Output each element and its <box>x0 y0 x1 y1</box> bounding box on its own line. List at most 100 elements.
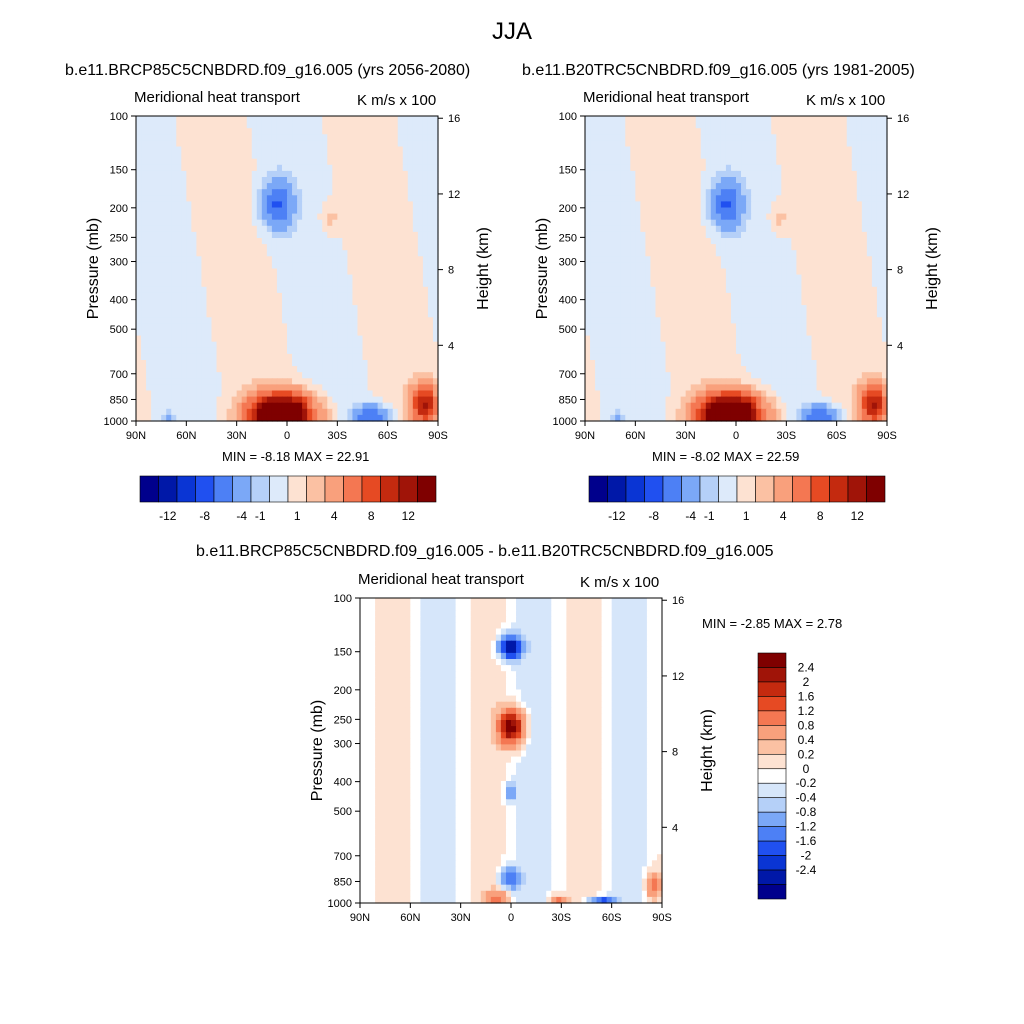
heatmap-cell <box>136 372 142 379</box>
heatmap-cell <box>312 244 318 251</box>
heatmap-cell <box>201 146 208 154</box>
heatmap-cell <box>826 195 833 202</box>
heatmap-cell <box>221 347 228 355</box>
heatmap-cell <box>786 219 792 227</box>
heatmap-cell <box>342 128 348 135</box>
heatmap-cell <box>266 170 273 178</box>
heatmap-cell <box>640 268 646 276</box>
heatmap-cell <box>392 164 399 172</box>
heatmap-cell <box>281 146 288 154</box>
heatmap-cell <box>412 402 419 410</box>
heatmap-cell <box>161 317 167 324</box>
heatmap-cell <box>181 280 187 288</box>
heatmap-cell <box>256 152 263 160</box>
heatmap-cell <box>821 140 828 148</box>
heatmap-cell <box>846 183 853 190</box>
colorbar-swatch <box>269 475 289 503</box>
heatmap-cell <box>271 262 278 270</box>
heatmap-cell <box>211 158 218 166</box>
heatmap-cell <box>136 262 142 270</box>
heatmap-cell <box>221 323 228 331</box>
heatmap-cell <box>332 146 338 154</box>
heatmap-cell <box>715 158 722 166</box>
heatmap-cell <box>181 244 187 251</box>
heatmap-cell <box>640 280 646 288</box>
heatmap-cell <box>741 195 747 202</box>
heatmap-cell <box>821 146 828 154</box>
heatmap-cell <box>191 360 197 367</box>
heatmap-cell <box>156 378 162 385</box>
heatmap-cell <box>161 341 167 349</box>
heatmap-cell <box>141 183 147 190</box>
heatmap-cell <box>710 152 717 160</box>
heatmap-cell <box>680 183 687 190</box>
heatmap-cell <box>715 189 722 196</box>
heatmap-cell <box>407 384 414 392</box>
heatmap-cell <box>241 213 248 221</box>
heatmap-cell <box>412 134 419 141</box>
heatmap-cell <box>322 164 328 172</box>
heatmap-cell <box>317 384 323 392</box>
heatmap-cell <box>746 219 752 227</box>
heatmap-cell <box>720 286 727 294</box>
heatmap-cell <box>881 183 888 190</box>
heatmap-cell <box>720 244 727 251</box>
heatmap-cell <box>675 280 682 288</box>
heatmap-cell <box>610 262 616 270</box>
heatmap-cell <box>412 408 419 416</box>
heatmap-cell <box>246 146 253 154</box>
heatmap-cell <box>352 225 359 233</box>
heatmap-cell <box>201 177 208 184</box>
heatmap-cell <box>246 219 253 227</box>
heatmap-cell <box>342 116 348 123</box>
heatmap-cell <box>146 347 152 355</box>
heatmap-cell <box>266 317 273 324</box>
heatmap-cell <box>382 213 389 221</box>
heatmap-cell <box>372 207 379 215</box>
heatmap-cell <box>357 360 364 367</box>
heatmap-cell <box>362 268 369 276</box>
heatmap-cell <box>392 360 399 367</box>
heatmap-cell <box>307 335 313 343</box>
heatmap-cell <box>427 201 434 209</box>
heatmap-cell <box>216 195 223 202</box>
heatmap-cell <box>382 183 389 190</box>
heatmap-cell <box>650 183 657 190</box>
heatmap-cell <box>645 116 652 123</box>
heatmap-cell <box>357 250 364 257</box>
heatmap-cell <box>781 231 787 239</box>
heatmap-cell <box>246 317 253 324</box>
heatmap-cell <box>292 231 298 239</box>
heatmap-cell <box>685 201 692 209</box>
heatmap-cell <box>312 335 318 343</box>
heatmap-cell <box>640 177 646 184</box>
heatmap-cell <box>796 299 803 306</box>
heatmap-cell <box>201 384 208 392</box>
heatmap-cell <box>766 128 772 135</box>
heatmap-cell <box>736 238 742 245</box>
heatmap-cell <box>136 347 142 355</box>
heatmap-cell <box>605 146 611 154</box>
heatmap-cell <box>761 292 767 300</box>
heatmap-cell <box>261 384 268 392</box>
heatmap-cell <box>357 195 364 202</box>
heatmap-cell <box>256 213 263 221</box>
heatmap-cell <box>695 207 702 215</box>
heatmap-cell <box>146 299 152 306</box>
heatmap-cell <box>751 292 757 300</box>
heatmap-cell <box>292 250 298 257</box>
heatmap-cell <box>407 347 414 355</box>
heatmap-cell <box>645 250 652 257</box>
heatmap-cell <box>397 164 404 172</box>
heatmap-cell <box>387 408 394 416</box>
heatmap-cell <box>211 347 218 355</box>
heatmap-cell <box>746 213 752 221</box>
heatmap-cell <box>292 244 298 251</box>
heatmap-cell <box>216 231 223 239</box>
heatmap-cell <box>846 128 853 135</box>
heatmap-cell <box>806 262 813 270</box>
y2-tick-label: 4 <box>448 340 454 352</box>
heatmap-cell <box>387 280 394 288</box>
heatmap-cell <box>271 164 278 172</box>
heatmap-cell <box>680 305 687 312</box>
